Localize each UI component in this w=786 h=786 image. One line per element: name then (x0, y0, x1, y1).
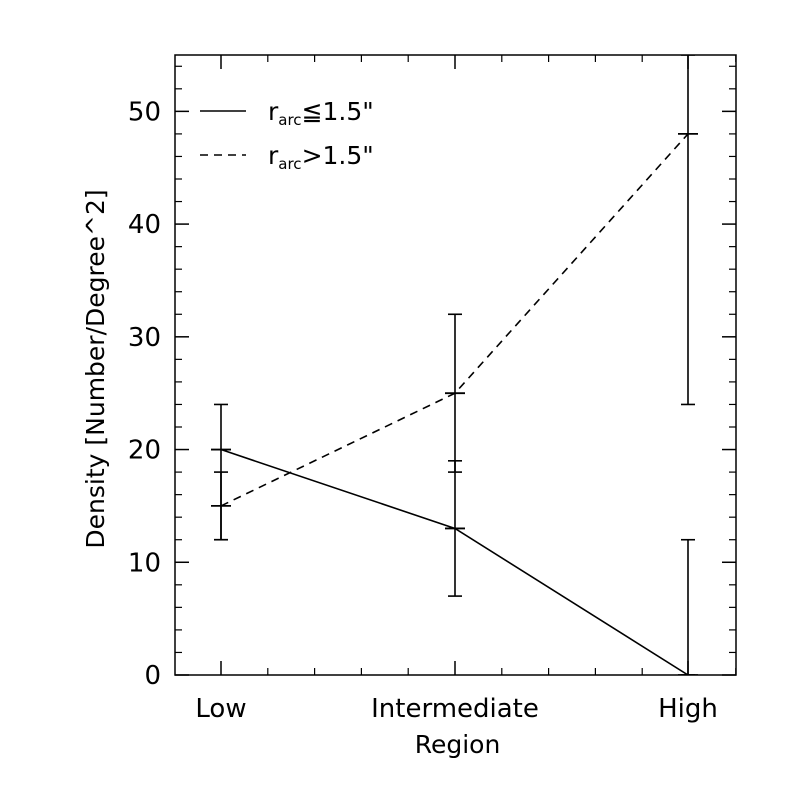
tick-labels: 0 10 20 30 40 50 Low Intermediate High (128, 97, 718, 724)
x-axis-title: Region (415, 730, 501, 759)
y-tick-label: 0 (144, 661, 161, 691)
series-layer (211, 55, 698, 675)
legend-label-2: rarc>1.5" (268, 141, 374, 173)
y-tick-label: 20 (128, 436, 161, 466)
legend: rarc≦1.5" rarc>1.5" (200, 97, 374, 173)
chart-marks (211, 55, 698, 675)
x-tick-label: High (658, 694, 718, 724)
y-tick-label: 50 (128, 97, 161, 127)
x-tick-label: Low (195, 694, 246, 724)
y-tick-label: 30 (128, 323, 161, 353)
legend-label-1: rarc≦1.5" (268, 97, 374, 129)
chart-axes (174, 54, 737, 676)
y-tick-label: 40 (128, 210, 161, 240)
y-axis-title: Density [Number/Degree^2] (81, 189, 110, 548)
x-tick-label: Intermediate (371, 694, 539, 724)
y-tick-label: 10 (128, 548, 161, 578)
